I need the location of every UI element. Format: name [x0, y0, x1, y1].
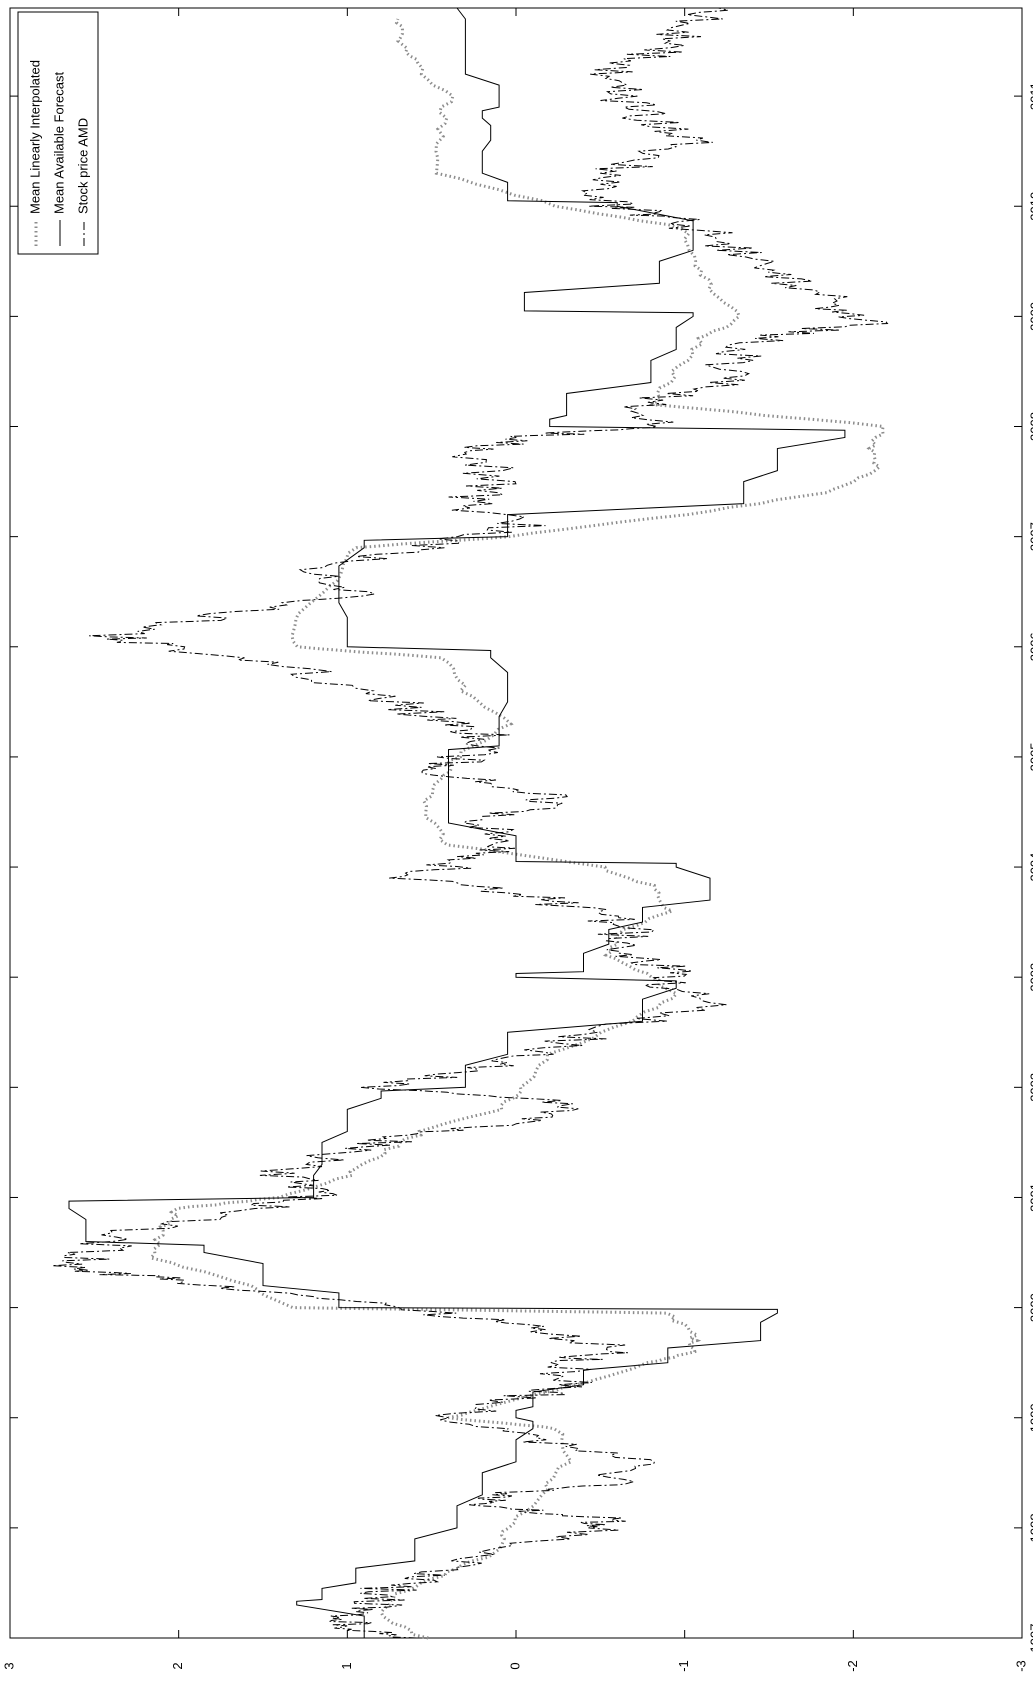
legend-box	[17, 11, 99, 255]
value-tick-label: 2	[170, 1662, 185, 1669]
series-line-3	[51, 7, 889, 1639]
value-tick-label: -3	[1013, 1660, 1028, 1672]
time-tick-label: 2008	[1027, 412, 1033, 441]
legend: Mean Linearly Interpolated Mean Available…	[17, 11, 99, 255]
time-tick-label: 2003	[1027, 963, 1033, 992]
plot-frame	[9, 7, 1023, 1639]
time-tick-label: 2004	[1027, 853, 1033, 882]
time-tick-label: 2010	[1027, 192, 1033, 221]
time-tick-label: 2000	[1027, 1293, 1033, 1322]
time-tick-label: 2005	[1027, 742, 1033, 771]
time-tick-label: 1999	[1027, 1403, 1033, 1432]
ticks-layer: 1997 1998 1999 2000 2001 2002 2003 2004 2005 2006…	[1, 8, 1033, 1672]
series-line-1	[148, 18, 886, 1640]
time-tick-label: 1998	[1027, 1513, 1033, 1542]
value-tick-label: -1	[676, 1660, 691, 1672]
series-layer	[51, 7, 889, 1640]
time-tick-label: 2011	[1027, 82, 1033, 110]
legend-label: Mean Linearly Interpolated	[27, 60, 42, 214]
value-tick-label: -2	[845, 1660, 860, 1672]
time-tick-label: 2001	[1027, 1183, 1033, 1212]
legend-label: Mean Available Forecast	[51, 71, 66, 214]
value-tick-label: 3	[1, 1662, 16, 1669]
time-tick-label: 2002	[1027, 1073, 1033, 1102]
legend-label: Stock price AMD	[75, 118, 90, 214]
time-tick-label: 2009	[1027, 302, 1033, 331]
time-tick-label: 2007	[1027, 522, 1033, 551]
time-tick-label: 2006	[1027, 632, 1033, 661]
series-line-2	[68, 7, 846, 1638]
value-tick-label: 0	[507, 1662, 522, 1669]
value-tick-label: 1	[339, 1662, 354, 1669]
time-tick-label: 1997	[1027, 1624, 1033, 1653]
